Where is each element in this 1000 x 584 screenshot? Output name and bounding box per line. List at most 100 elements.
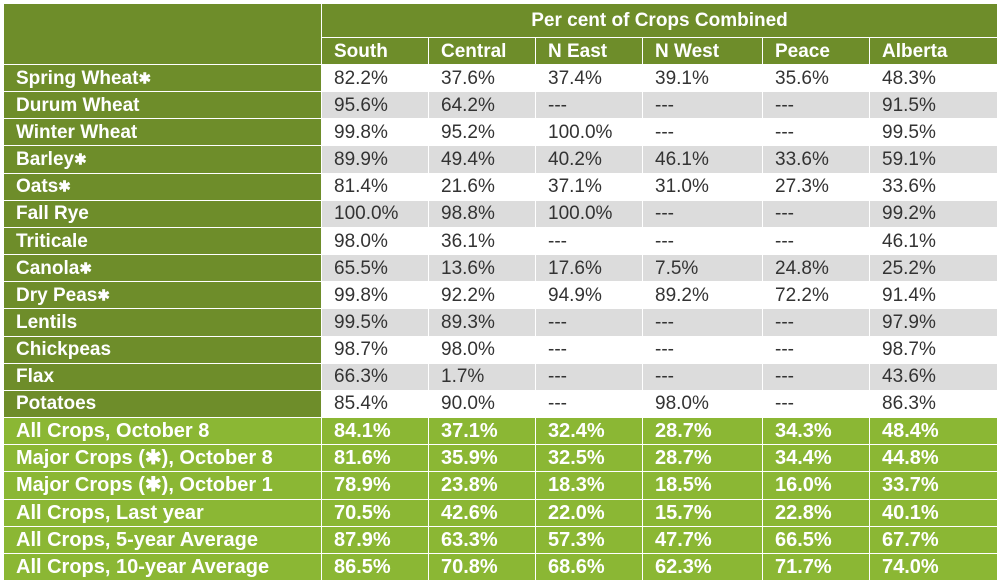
table-cell: 31.0% xyxy=(642,172,763,201)
table-cell: 91.4% xyxy=(869,281,998,310)
summary-cell: 18.5% xyxy=(642,471,763,500)
column-header-alberta: Alberta xyxy=(869,37,998,65)
table-row: Fall Rye 100.0% 98.8% 100.0% --- --- 99.2% xyxy=(3,199,998,228)
table-cell: 98.8% xyxy=(428,199,536,228)
crop-name: Lentils xyxy=(16,311,78,333)
summary-cell: 66.5% xyxy=(762,525,870,554)
summary-cell: 86.5% xyxy=(321,552,429,582)
table-cell: 99.5% xyxy=(869,118,998,147)
summary-cell: 35.9% xyxy=(428,444,536,473)
summary-cell: 70.8% xyxy=(428,552,536,582)
table-row: Winter Wheat 99.8% 95.2% 100.0% --- --- 99.5% xyxy=(3,118,998,147)
summary-cell: 34.3% xyxy=(762,417,870,446)
summary-cell: 70.5% xyxy=(321,498,429,527)
summary-cell: 23.8% xyxy=(428,471,536,500)
table-cell: --- xyxy=(642,118,763,147)
table-cell: 99.8% xyxy=(321,281,429,310)
crop-label: Flax xyxy=(3,362,322,391)
crop-label: Dry Peas✱ xyxy=(3,281,322,310)
table-cell: 48.3% xyxy=(869,63,998,93)
table-row: Lentils 99.5% 89.3% --- --- --- 97.9% xyxy=(3,308,998,337)
table-cell: 64.2% xyxy=(428,91,536,120)
summary-cell: 34.4% xyxy=(762,444,870,473)
table-cell: --- xyxy=(642,308,763,337)
table-cell: 86.3% xyxy=(869,389,998,419)
table-cell: 94.9% xyxy=(535,281,643,310)
summary-cell: 33.7% xyxy=(869,471,998,500)
table-cell: --- xyxy=(535,91,643,120)
summary-cell: 40.1% xyxy=(869,498,998,527)
summary-label: Major Crops (✱), October 1 xyxy=(3,471,322,500)
summary-cell: 74.0% xyxy=(869,552,998,582)
table-cell: --- xyxy=(642,335,763,364)
summary-cell: 62.3% xyxy=(642,552,763,582)
summary-cell: 28.7% xyxy=(642,444,763,473)
table-cell: 43.6% xyxy=(869,362,998,391)
crop-label: Barley✱ xyxy=(3,145,322,174)
table-cell: 98.7% xyxy=(321,335,429,364)
crop-name: Fall Rye xyxy=(16,203,89,225)
table-cell: --- xyxy=(642,226,763,256)
table-cell: 1.7% xyxy=(428,362,536,391)
summary-cell: 68.6% xyxy=(535,552,643,582)
table-cell: 95.6% xyxy=(321,91,429,120)
table-cell: 46.1% xyxy=(869,226,998,256)
table-cell: --- xyxy=(642,362,763,391)
table-cell: 89.2% xyxy=(642,281,763,310)
table-cell: --- xyxy=(535,335,643,364)
table-cell: 82.2% xyxy=(321,63,429,93)
table-cell: --- xyxy=(762,362,870,391)
table-row: Spring Wheat✱ 82.2% 37.6% 37.4% 39.1% 35.6% 48… xyxy=(3,63,998,93)
table-cell: --- xyxy=(762,308,870,337)
table-row: Chickpeas 98.7% 98.0% --- --- --- 98.7% xyxy=(3,335,998,364)
table-cell: --- xyxy=(642,91,763,120)
summary-cell: 32.4% xyxy=(535,417,643,446)
summary-row: Major Crops (✱), October 8 81.6% 35.9% 32.5… xyxy=(3,444,998,473)
table-cell: --- xyxy=(762,335,870,364)
table-row: Barley✱ 89.9% 49.4% 40.2% 46.1% 33.6% 59.1% xyxy=(3,145,998,174)
table-cell: 33.6% xyxy=(762,145,870,174)
table-cell: 81.4% xyxy=(321,172,429,201)
summary-row: All Crops, October 8 84.1% 37.1% 32.4% 28.7%… xyxy=(3,417,998,446)
crop-label: Chickpeas xyxy=(3,335,322,364)
summary-cell: 47.7% xyxy=(642,525,763,554)
crop-name: Flax xyxy=(16,366,55,388)
table-cell: 25.2% xyxy=(869,254,998,283)
crop-label: Fall Rye xyxy=(3,199,322,228)
table-cell: 89.3% xyxy=(428,308,536,337)
summary-cell: 87.9% xyxy=(321,525,429,554)
summary-cell: 48.4% xyxy=(869,417,998,446)
table-cell: 85.4% xyxy=(321,389,429,419)
summary-cell: 28.7% xyxy=(642,417,763,446)
summary-cell: 44.8% xyxy=(869,444,998,473)
summary-row: Major Crops (✱), October 1 78.9% 23.8% 18.3… xyxy=(3,471,998,500)
summary-label: All Crops, 5-year Average xyxy=(3,525,322,554)
table-cell: --- xyxy=(642,199,763,228)
region-header-row: South Central N East N West Peace Albert… xyxy=(4,37,998,65)
table-row: Oats✱ 81.4% 21.6% 37.1% 31.0% 27.3% 33.6% xyxy=(3,172,998,201)
summary-row: All Crops, 10-year Average 86.5% 70.8% 68.6… xyxy=(3,552,998,582)
table-cell: 98.0% xyxy=(321,226,429,256)
crop-name: Winter Wheat xyxy=(16,121,138,143)
column-header-peace: Peace xyxy=(762,37,870,65)
table-cell: --- xyxy=(762,199,870,228)
table-cell: 65.5% xyxy=(321,254,429,283)
crop-label: Spring Wheat✱ xyxy=(3,63,322,93)
table-cell: 98.0% xyxy=(428,335,536,364)
table-cell: 99.5% xyxy=(321,308,429,337)
table-row: Dry Peas✱ 99.8% 92.2% 94.9% 89.2% 72.2% 91.4% xyxy=(3,281,998,310)
table-cell: 90.0% xyxy=(428,389,536,419)
crop-label: Durum Wheat xyxy=(3,91,322,120)
crop-label: Lentils xyxy=(3,308,322,337)
table-cell: 24.8% xyxy=(762,254,870,283)
crop-label: Winter Wheat xyxy=(3,118,322,147)
table-cell: 59.1% xyxy=(869,145,998,174)
corner-cell xyxy=(3,3,322,65)
table-cell: 46.1% xyxy=(642,145,763,174)
crop-name: Spring Wheat xyxy=(16,67,139,89)
crop-label: Triticale xyxy=(3,226,322,256)
summary-row: All Crops, 5-year Average 87.9% 63.3% 57.3%… xyxy=(3,525,998,554)
major-crop-marker: ✱ xyxy=(79,260,92,278)
summary-cell: 57.3% xyxy=(535,525,643,554)
table-cell: 35.6% xyxy=(762,63,870,93)
